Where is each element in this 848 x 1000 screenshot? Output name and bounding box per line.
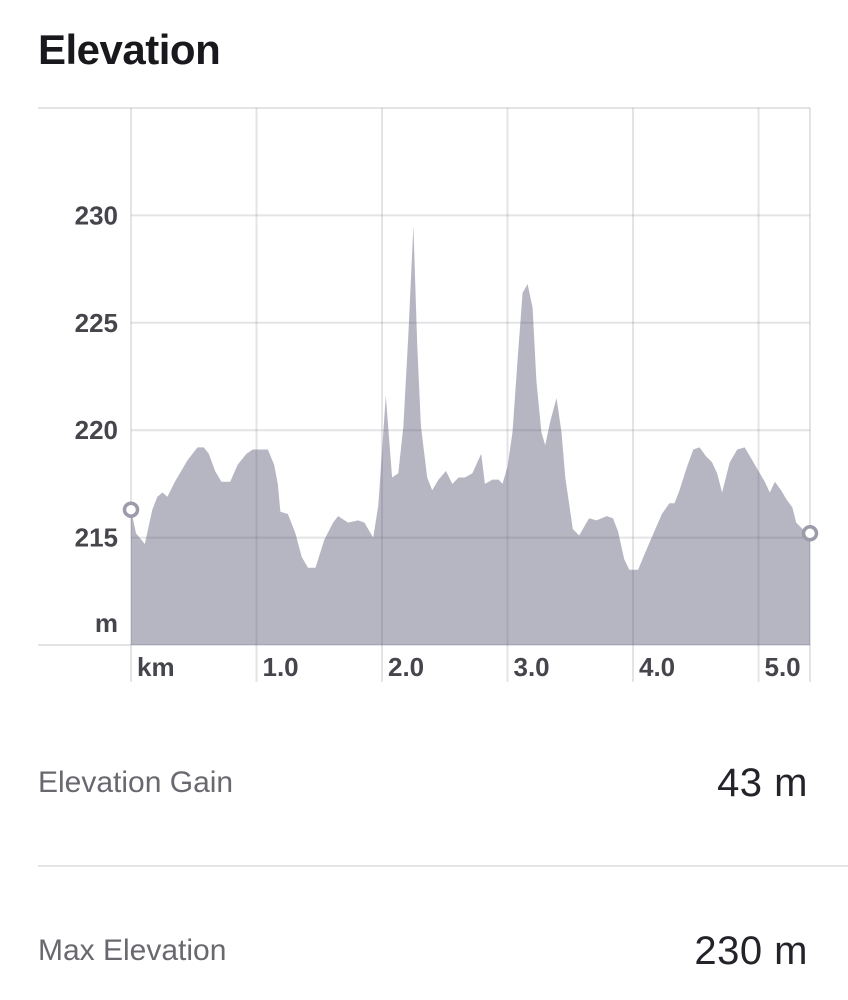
chart-tick-labels: km 1.0 2.0 3.0 4.0 5.0 230 225 220 215 m — [75, 200, 801, 682]
stat-row-elevation-gain: Elevation Gain 43 m — [38, 744, 808, 822]
elevation-gain-label: Elevation Gain — [38, 766, 234, 799]
max-elevation-value: 230 m — [694, 928, 808, 973]
elevation-gain-value: 43 m — [717, 760, 808, 805]
elevation-area — [131, 226, 810, 645]
x-tick-label: 2.0 — [388, 652, 424, 682]
y-tick-label: 225 — [75, 308, 118, 338]
y-tick-label: 215 — [75, 523, 118, 553]
x-tick-label: 5.0 — [765, 652, 801, 682]
stat-row-max-elevation: Max Elevation 230 m — [38, 912, 808, 990]
y-tick-label: 220 — [75, 415, 118, 445]
page-title: Elevation — [38, 26, 221, 73]
x-tick-label: km — [137, 652, 175, 682]
x-tick-label: 1.0 — [263, 652, 299, 682]
y-axis-unit-label: m — [95, 608, 118, 638]
max-elevation-label: Max Elevation — [38, 934, 227, 967]
stats-divider — [38, 865, 848, 867]
start-marker — [122, 501, 140, 518]
x-tick-label: 4.0 — [639, 652, 675, 682]
elevation-chart[interactable]: km 1.0 2.0 3.0 4.0 5.0 230 225 220 215 m — [0, 0, 848, 720]
chart-gridlines — [38, 107, 811, 682]
x-tick-label: 3.0 — [514, 652, 550, 682]
end-marker — [801, 525, 819, 542]
y-tick-label: 230 — [75, 200, 118, 230]
chart-endpoint-markers — [122, 501, 819, 542]
